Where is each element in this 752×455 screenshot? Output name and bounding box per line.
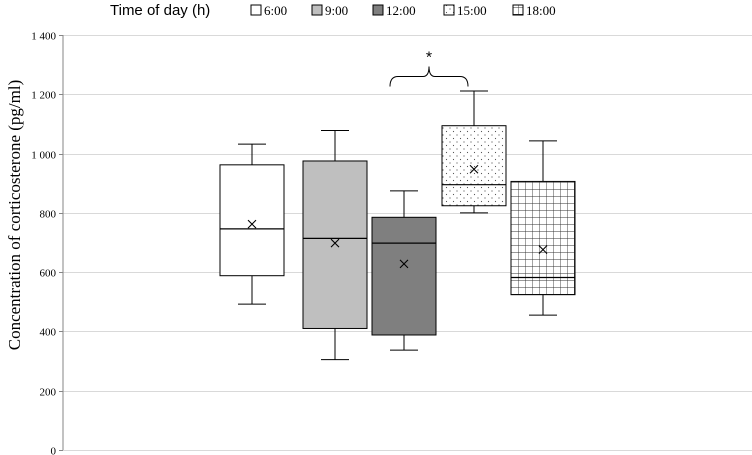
legend-label: 9:00 bbox=[325, 3, 348, 18]
legend-label: 12:00 bbox=[386, 3, 416, 18]
legend-swatch bbox=[250, 4, 262, 16]
legend-swatch bbox=[443, 4, 455, 16]
y-tick-label: 1 400 bbox=[31, 31, 56, 43]
box-9-00 bbox=[302, 129, 368, 361]
mean-marker bbox=[330, 238, 340, 248]
y-tick-label: 800 bbox=[40, 209, 57, 221]
box-18-00 bbox=[510, 140, 576, 316]
box-iqr bbox=[510, 180, 576, 296]
box-iqr bbox=[302, 160, 368, 329]
significance-annotation: * bbox=[389, 50, 469, 87]
legend-entry-12-00: 12:00 bbox=[372, 3, 416, 18]
legend-entry-15-00: 15:00 bbox=[443, 3, 487, 18]
mean-marker bbox=[247, 219, 257, 229]
legend-entry-18-00: 18:00 bbox=[512, 3, 556, 18]
y-tick-label: 200 bbox=[40, 387, 57, 399]
significance-bracket bbox=[389, 66, 469, 87]
legend-entry-9-00: 9:00 bbox=[311, 3, 348, 18]
box-iqr bbox=[441, 125, 507, 207]
y-tick-label: 400 bbox=[40, 327, 57, 339]
legend-swatch bbox=[372, 4, 384, 16]
y-tick-label: 0 bbox=[51, 446, 57, 455]
legend-label: 18:00 bbox=[526, 3, 556, 18]
y-axis-label: Concentration of corticosterone (pg/ml) bbox=[5, 80, 24, 351]
mean-marker bbox=[538, 245, 548, 255]
box-iqr bbox=[371, 216, 437, 336]
legend: Time of day (h) 6:00 9:00 12:00 15:00 18:00 bbox=[110, 2, 556, 19]
legend-title: Time of day (h) bbox=[110, 2, 210, 19]
legend-label: 6:00 bbox=[264, 3, 287, 18]
mean-marker bbox=[469, 164, 479, 174]
box-iqr bbox=[219, 164, 285, 277]
legend-label: 15:00 bbox=[457, 3, 487, 18]
y-tick-label: 1 000 bbox=[31, 150, 56, 162]
box-12-00 bbox=[371, 190, 437, 351]
box-6-00 bbox=[219, 143, 285, 305]
legend-swatch bbox=[311, 4, 323, 16]
y-tick-label: 1 200 bbox=[31, 90, 56, 102]
box-15-00 bbox=[441, 90, 507, 214]
legend-swatch bbox=[512, 4, 524, 16]
y-axis-ticks: 0 200 400 600 800 1 000 1 200 1 400 bbox=[31, 31, 63, 455]
mean-marker bbox=[399, 259, 409, 269]
significance-asterisk: * bbox=[426, 50, 432, 67]
y-tick-label: 600 bbox=[40, 268, 57, 280]
legend-entry-6-00: 6:00 bbox=[250, 3, 287, 18]
